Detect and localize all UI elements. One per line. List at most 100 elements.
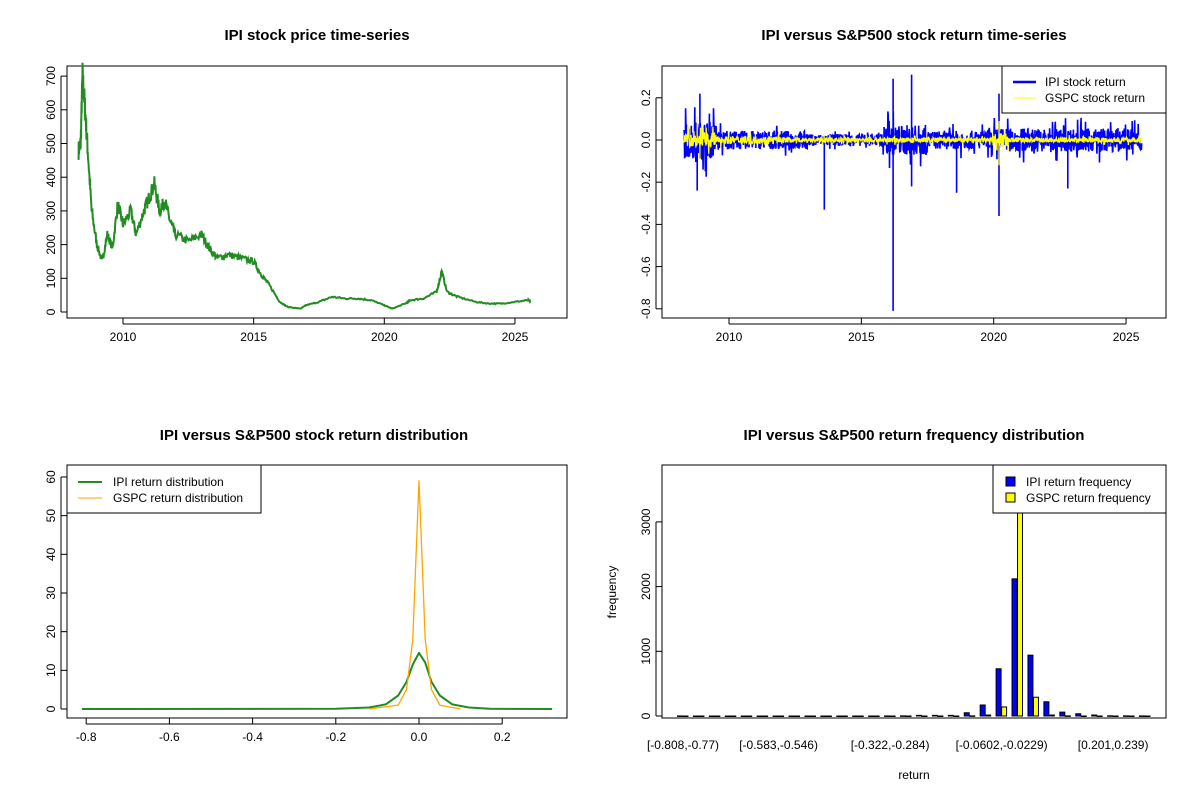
x-tick-label: 2025 (1113, 330, 1140, 344)
price-line (77, 62, 532, 310)
bar-gspc (921, 715, 928, 717)
density-title: IPI versus S&P500 stock return distribut… (160, 427, 468, 444)
y-tick-label: 0 (44, 308, 58, 315)
freq-chart: [-0.808,-0.77) [-0.583,-0.546) [-0.322,-0.… (639, 464, 1167, 752)
plot-frame (661, 65, 1167, 319)
y-tick-label: -0.8 (639, 298, 653, 319)
y-tick-label: -0.4 (639, 214, 653, 235)
y-tick-label: 500 (44, 133, 58, 153)
bar-gspc (1080, 715, 1087, 717)
x-tick-label: 2020 (371, 330, 398, 344)
return-ts-title: IPI versus S&P500 stock return time-seri… (761, 27, 1066, 44)
y-tick-label: 20 (44, 625, 58, 639)
return-line-ipi (683, 74, 1143, 311)
y-tick-label: 0.2 (639, 89, 653, 106)
bar-ipi (852, 715, 859, 717)
x-axis-label: return (898, 768, 929, 782)
x-tick-label: [-0.583,-0.546) (739, 738, 818, 752)
bar-gspc (809, 715, 816, 717)
bars (677, 465, 1151, 717)
bar-gspc (889, 715, 896, 717)
bar-gspc (937, 715, 944, 717)
x-tick-label: 2015 (848, 330, 875, 344)
y-tick-label: 0 (639, 712, 653, 719)
bar-gspc (730, 715, 737, 717)
bar-ipi (1011, 578, 1018, 717)
price-chart-title: IPI stock price time-series (224, 27, 409, 44)
y-tick-label: -0.6 (639, 256, 653, 277)
bar-ipi (900, 715, 907, 717)
y-tick-label: 40 (44, 547, 58, 561)
bar-ipi (772, 715, 779, 717)
bar-ipi (740, 715, 747, 717)
bar-ipi (836, 715, 843, 717)
bar-ipi (820, 715, 827, 717)
y-tick-label: 10 (44, 663, 58, 677)
bar-ipi (1043, 701, 1050, 717)
bar-gspc (762, 715, 769, 717)
bar-ipi (788, 715, 795, 717)
bar-ipi (677, 715, 683, 717)
bar-gspc (825, 715, 832, 717)
y-tick-label: 400 (44, 167, 58, 187)
bar-gspc (746, 715, 753, 717)
x-tick-label: [-0.808,-0.77) (647, 738, 719, 752)
bar-ipi (884, 715, 891, 717)
bar-ipi (724, 715, 731, 717)
bar-gspc (1112, 715, 1119, 717)
bar-ipi (1107, 715, 1114, 717)
bar-gspc (794, 715, 801, 717)
return-ts-legend: IPI stock return GSPC stock return (1001, 65, 1167, 114)
x-tick-label: 0.0 (411, 730, 428, 744)
bar-gspc (698, 715, 705, 717)
x-tick-label: -0.4 (242, 730, 263, 744)
density-line-gspc (369, 480, 461, 710)
legend-label: GSPC stock return (1045, 91, 1145, 105)
legend-label: GSPC return frequency (1026, 491, 1151, 505)
bar-ipi (804, 715, 811, 717)
y-tick-label: 100 (44, 268, 58, 288)
freq-title: IPI versus S&P500 return frequency distr… (744, 427, 1085, 444)
x-tick-label: [-0.0602,-0.0229) (956, 738, 1048, 752)
bar-gspc (905, 715, 912, 717)
bar-ipi (995, 668, 1002, 717)
bar-gspc (841, 715, 848, 717)
x-tick-label: 2015 (240, 330, 267, 344)
bar-gspc (873, 715, 880, 717)
density-chart: -0.8 -0.6 -0.4 -0.2 0.0 0.2 0 10 20 30 40 50 60 (44, 464, 568, 744)
y-tick-label: 600 (44, 99, 58, 119)
x-tick-label: 2010 (716, 330, 743, 344)
bar-gspc (1064, 715, 1071, 717)
bar-gspc (1144, 715, 1151, 717)
legend-swatch-ipi (1005, 476, 1016, 487)
bar-gspc (1048, 714, 1055, 717)
y-tick-label: 30 (44, 586, 58, 600)
legend-label: IPI return frequency (1026, 475, 1131, 489)
x-tick-label: -0.2 (325, 730, 346, 744)
bar-gspc (778, 715, 785, 717)
x-tick-label: 2025 (502, 330, 529, 344)
bar-ipi (1075, 713, 1082, 717)
bar-gspc (969, 715, 976, 717)
legend-label: IPI return distribution (113, 475, 224, 489)
bar-gspc (857, 715, 864, 717)
y-tick-label: 0 (44, 705, 58, 712)
bar-ipi (868, 715, 875, 717)
bar-gspc (1017, 465, 1024, 717)
x-tick-label: -0.6 (159, 730, 180, 744)
legend-swatch-gspc (1005, 492, 1016, 503)
bar-gspc (953, 715, 960, 717)
x-tick-label: [0.201,0.239) (1078, 738, 1149, 752)
y-tick-label: 50 (44, 509, 58, 523)
bar-ipi (756, 715, 763, 717)
freq-legend: IPI return frequency GSPC return frequen… (992, 464, 1167, 514)
y-axis-label: frequency (605, 566, 619, 619)
x-tick-label: 2020 (980, 330, 1007, 344)
bar-gspc (985, 714, 992, 717)
bar-gspc (1128, 715, 1135, 717)
bar-gspc (1032, 696, 1039, 717)
bar-ipi (931, 714, 938, 717)
bar-ipi (1059, 711, 1066, 717)
bar-ipi (1123, 715, 1130, 717)
y-tick-label: 300 (44, 201, 58, 221)
